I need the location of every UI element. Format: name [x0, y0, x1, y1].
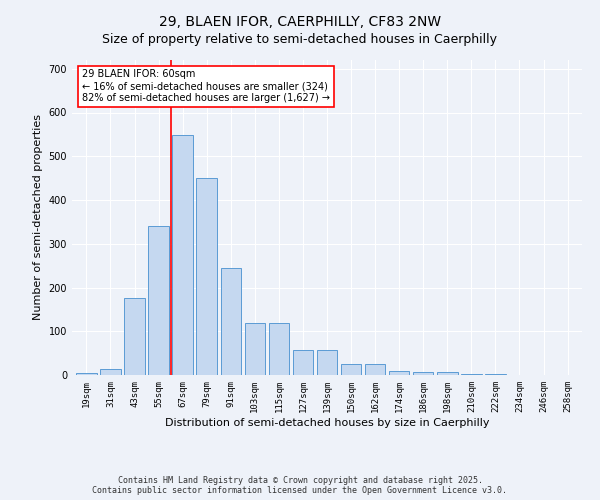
X-axis label: Distribution of semi-detached houses by size in Caerphilly: Distribution of semi-detached houses by … [165, 418, 489, 428]
Bar [221, 268, 241, 375]
Bar [76, 373, 97, 375]
Bar [293, 350, 313, 375]
Y-axis label: Number of semi-detached properties: Number of semi-detached properties [33, 114, 43, 320]
Bar [413, 372, 433, 375]
Bar [172, 135, 193, 375]
Text: Size of property relative to semi-detached houses in Caerphilly: Size of property relative to semi-detach… [103, 32, 497, 46]
Bar [485, 374, 506, 375]
Bar [245, 322, 265, 375]
Bar [365, 364, 385, 375]
Bar [196, 178, 217, 375]
Bar [269, 322, 289, 375]
Bar [100, 370, 121, 375]
Bar [389, 370, 409, 375]
Text: Contains HM Land Registry data © Crown copyright and database right 2025.
Contai: Contains HM Land Registry data © Crown c… [92, 476, 508, 495]
Text: 29 BLAEN IFOR: 60sqm
← 16% of semi-detached houses are smaller (324)
82% of semi: 29 BLAEN IFOR: 60sqm ← 16% of semi-detac… [82, 70, 330, 102]
Bar [461, 374, 482, 375]
Text: 29, BLAEN IFOR, CAERPHILLY, CF83 2NW: 29, BLAEN IFOR, CAERPHILLY, CF83 2NW [159, 15, 441, 29]
Bar [317, 350, 337, 375]
Bar [341, 364, 361, 375]
Bar [437, 372, 458, 375]
Bar [148, 226, 169, 375]
Bar [124, 298, 145, 375]
